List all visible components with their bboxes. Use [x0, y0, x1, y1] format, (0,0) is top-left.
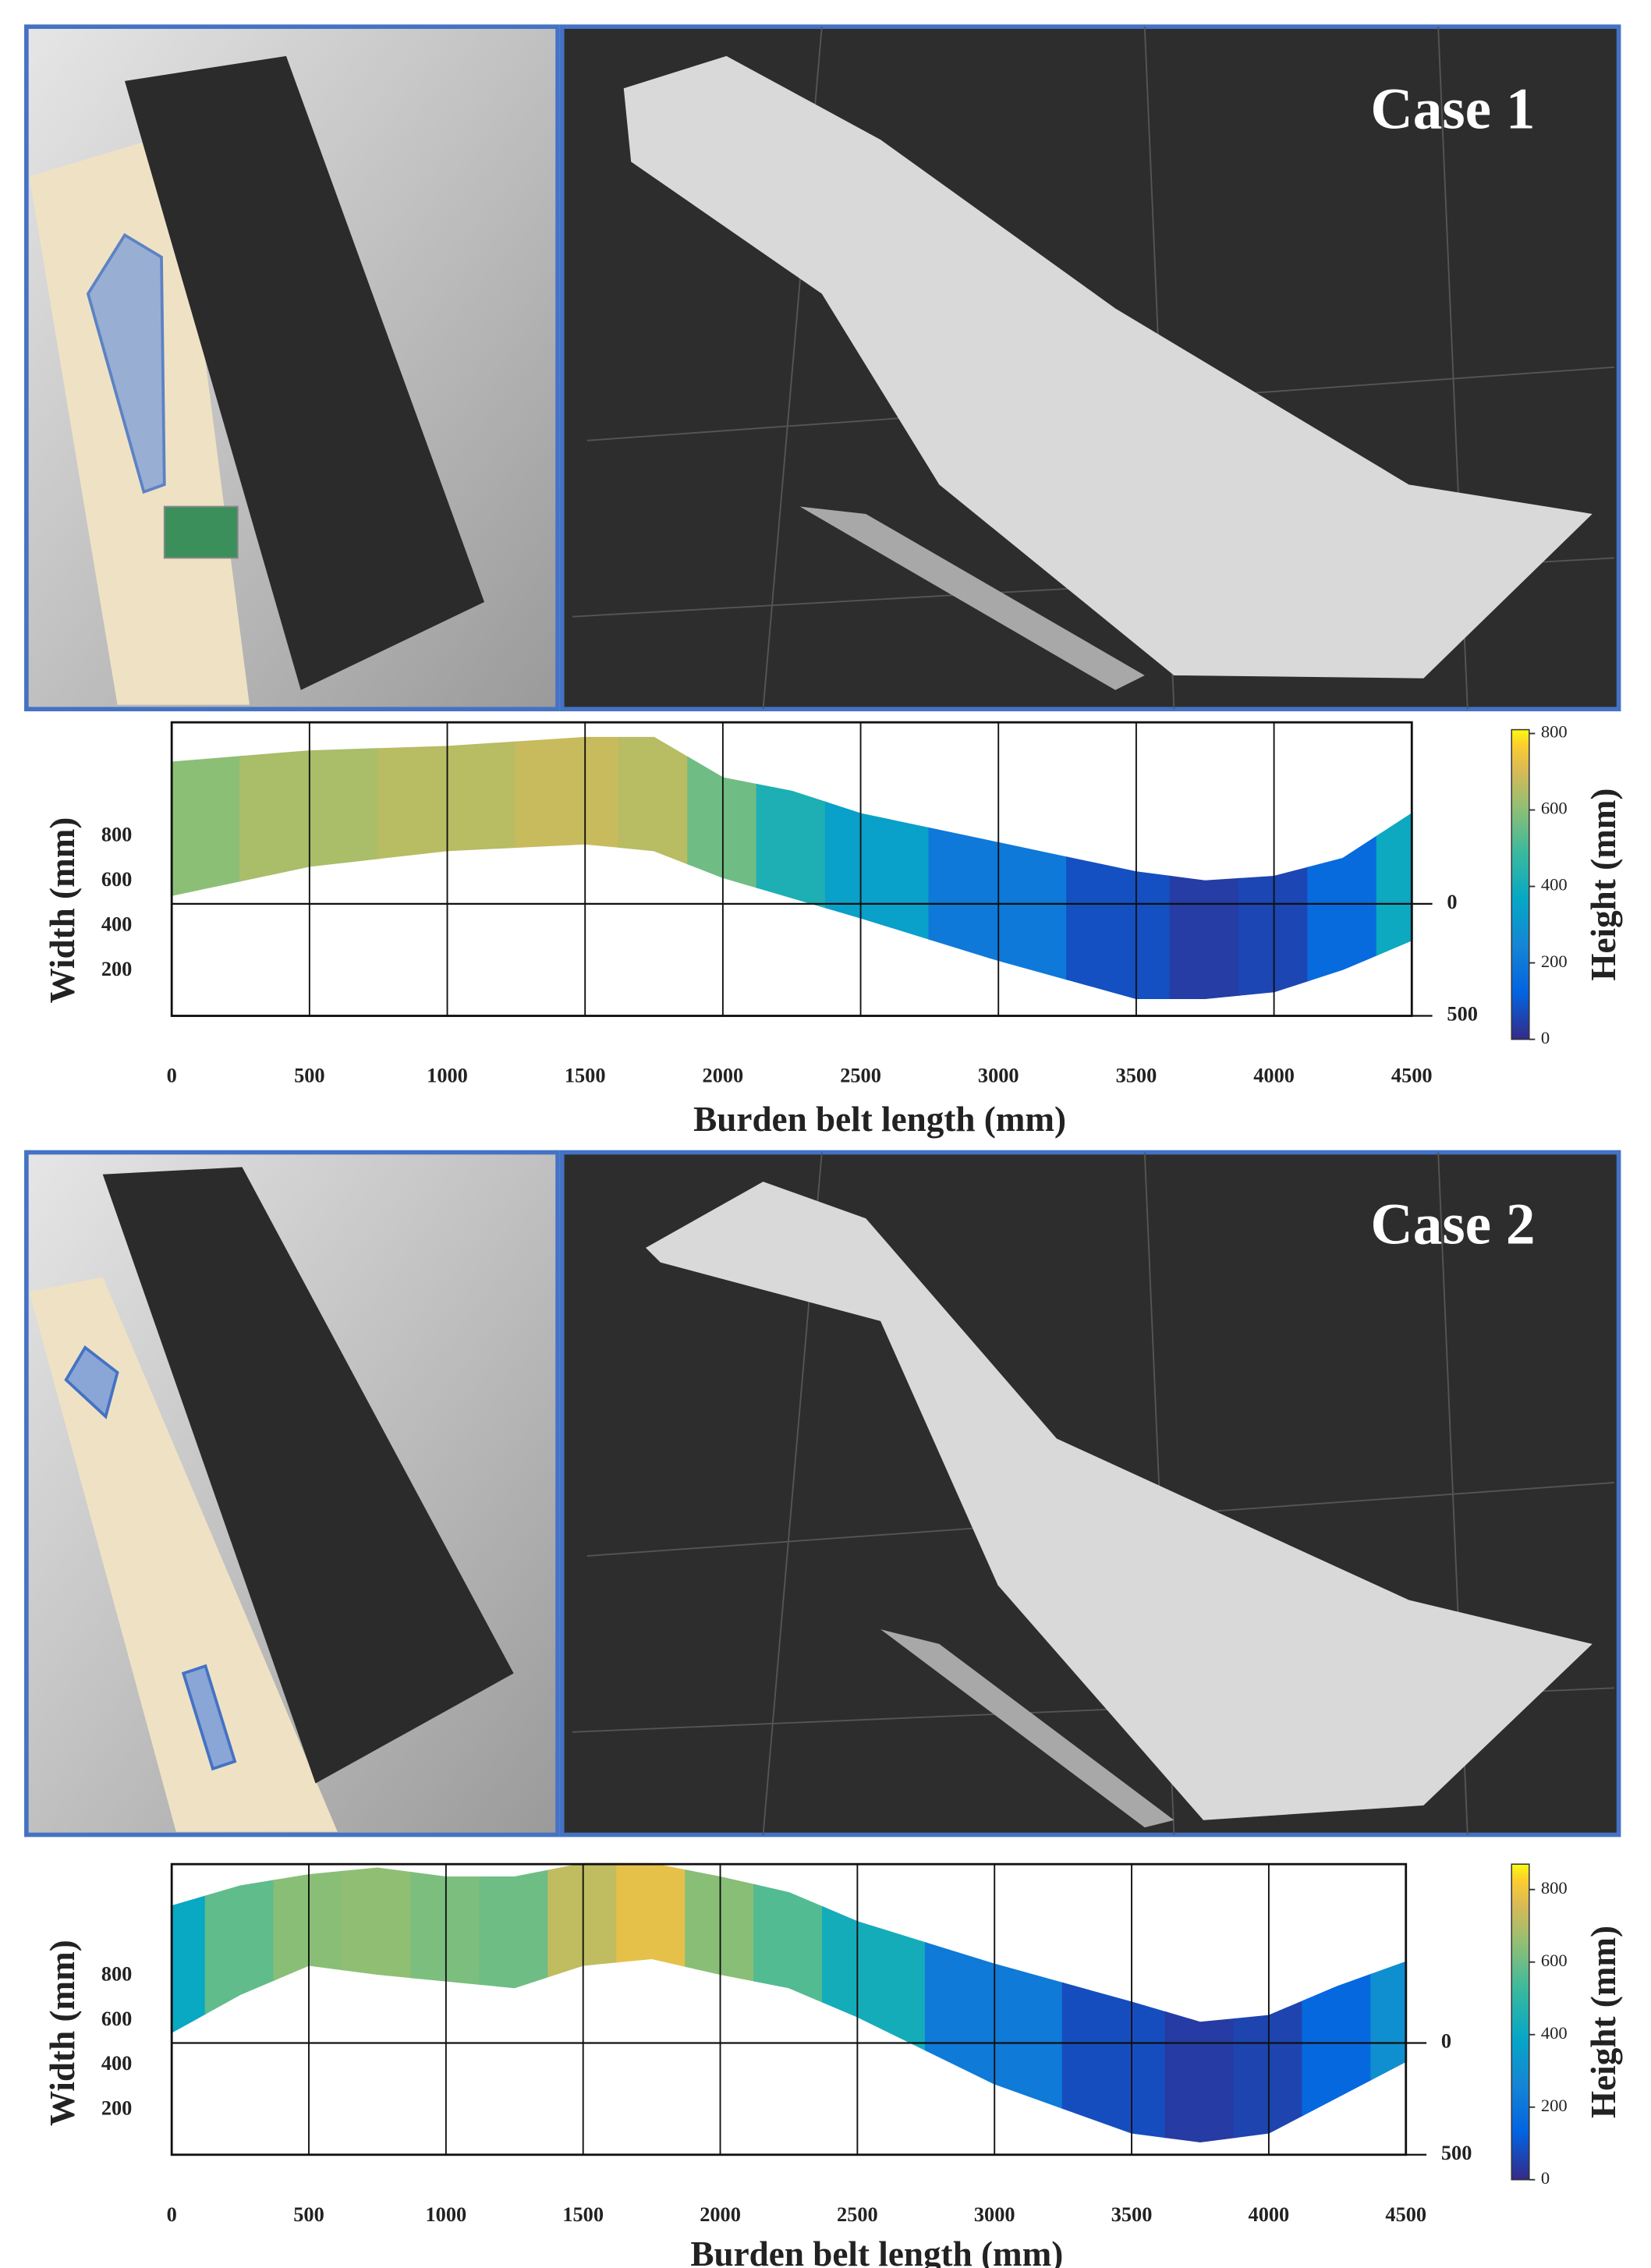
colorbar — [1511, 728, 1530, 1040]
heap-segment — [1164, 2011, 1236, 2143]
y-axis-title: Width (mm) — [43, 1940, 82, 2126]
heap-segment — [822, 1905, 927, 2052]
x-tick-label: 1000 — [427, 1065, 468, 1087]
x-tick-label: 3000 — [978, 1065, 1019, 1087]
case-label: Case 2 — [1370, 1192, 1535, 1257]
y-tick-label: 600 — [101, 2008, 133, 2030]
heap-segment — [342, 1867, 413, 1979]
heap-segment — [753, 1884, 824, 2004]
case-1-render: Case 1 — [559, 24, 1621, 712]
x-tick-label: 4500 — [1391, 1065, 1433, 1087]
colorbar-title: Height (mm) — [1584, 1926, 1623, 2118]
heap-segment — [616, 1862, 687, 1968]
colorbar-tick-label: 400 — [1541, 875, 1568, 895]
case-2-render: Case 2 — [559, 1150, 1621, 1837]
heap-segment — [756, 783, 827, 909]
y-tick-label: 400 — [101, 2052, 133, 2075]
colorbar-title: Height (mm) — [1584, 788, 1623, 981]
x-tick-label: 4000 — [1249, 2203, 1290, 2226]
y2-tick-label: 500 — [1447, 1003, 1478, 1026]
heap-segment — [1370, 1961, 1408, 2081]
colorbar-tick-label: 200 — [1541, 951, 1568, 971]
heap-segment — [1302, 1973, 1373, 2117]
y-tick-label: 200 — [101, 2097, 133, 2120]
heap-segment — [204, 1880, 276, 2015]
heap-segment — [170, 1894, 207, 2034]
x-tick-label: 2000 — [700, 2203, 741, 2226]
colorbar-tick-label: 0 — [1541, 1028, 1550, 1047]
charts: 0 500 1000 1500 2000 2500 3000 3500 4000 45002004… — [43, 721, 1623, 2268]
heap-segment — [479, 1869, 551, 1989]
x-tick-label: 4500 — [1385, 2203, 1426, 2226]
heap-segment — [824, 801, 931, 941]
y-tick-label: 400 — [101, 913, 133, 936]
x-tick-label: 1500 — [562, 2203, 604, 2226]
y2-tick-label: 0 — [1441, 2030, 1451, 2053]
x-tick-label: 500 — [293, 2203, 324, 2226]
case-2-photo — [24, 1150, 560, 1837]
x-tick-label: 3000 — [974, 2203, 1015, 2226]
x-tick-label: 0 — [167, 1065, 177, 1087]
x-tick-label: 2000 — [703, 1065, 744, 1087]
case-1-photo — [24, 24, 560, 712]
y2-tick-label: 500 — [1441, 2142, 1472, 2164]
y-axis-title: Width (mm) — [43, 817, 82, 1004]
x-tick-label: 3500 — [1111, 2203, 1153, 2226]
colorbar-tick-label: 600 — [1541, 799, 1568, 818]
colorbar-tick-label: 600 — [1541, 1951, 1568, 1970]
y2-tick-label: 0 — [1447, 891, 1457, 913]
y-tick-label: 800 — [101, 824, 133, 846]
heap-segment — [1307, 835, 1379, 982]
y-tick-label: 800 — [101, 1963, 133, 1986]
y-tick-label: 600 — [101, 868, 133, 891]
heap-segment — [170, 756, 242, 897]
case-label: Case 1 — [1370, 76, 1535, 141]
x-tick-label: 1000 — [426, 2203, 467, 2226]
x-axis-title: Burden belt length (mm) — [693, 1100, 1066, 1139]
heap-segment — [515, 736, 621, 849]
x-tick-label: 2500 — [840, 1065, 881, 1087]
colorbar-tick-label: 200 — [1541, 2096, 1568, 2115]
x-tick-label: 500 — [294, 1065, 324, 1087]
x-tick-label: 3500 — [1116, 1065, 1157, 1087]
colorbar-tick-label: 800 — [1541, 722, 1568, 742]
y-tick-label: 200 — [101, 958, 133, 980]
heap-segment — [618, 736, 690, 866]
colorbar-tick-label: 400 — [1541, 2023, 1568, 2043]
heap-segment — [1169, 875, 1241, 999]
heap-segment — [1376, 812, 1413, 956]
heap-segment — [1066, 856, 1172, 999]
colorbar — [1511, 1863, 1530, 2181]
x-tick-label: 0 — [167, 2203, 177, 2226]
heap-segment — [1061, 1982, 1167, 2139]
x-tick-label: 4000 — [1253, 1065, 1295, 1087]
colorbar-tick-label: 800 — [1541, 1878, 1568, 1898]
x-axis-title: Burden belt length (mm) — [690, 2234, 1063, 2268]
colorbar-tick-label: 0 — [1541, 2168, 1550, 2188]
x-tick-label: 1500 — [565, 1065, 606, 1087]
x-tick-label: 2500 — [837, 2203, 878, 2226]
